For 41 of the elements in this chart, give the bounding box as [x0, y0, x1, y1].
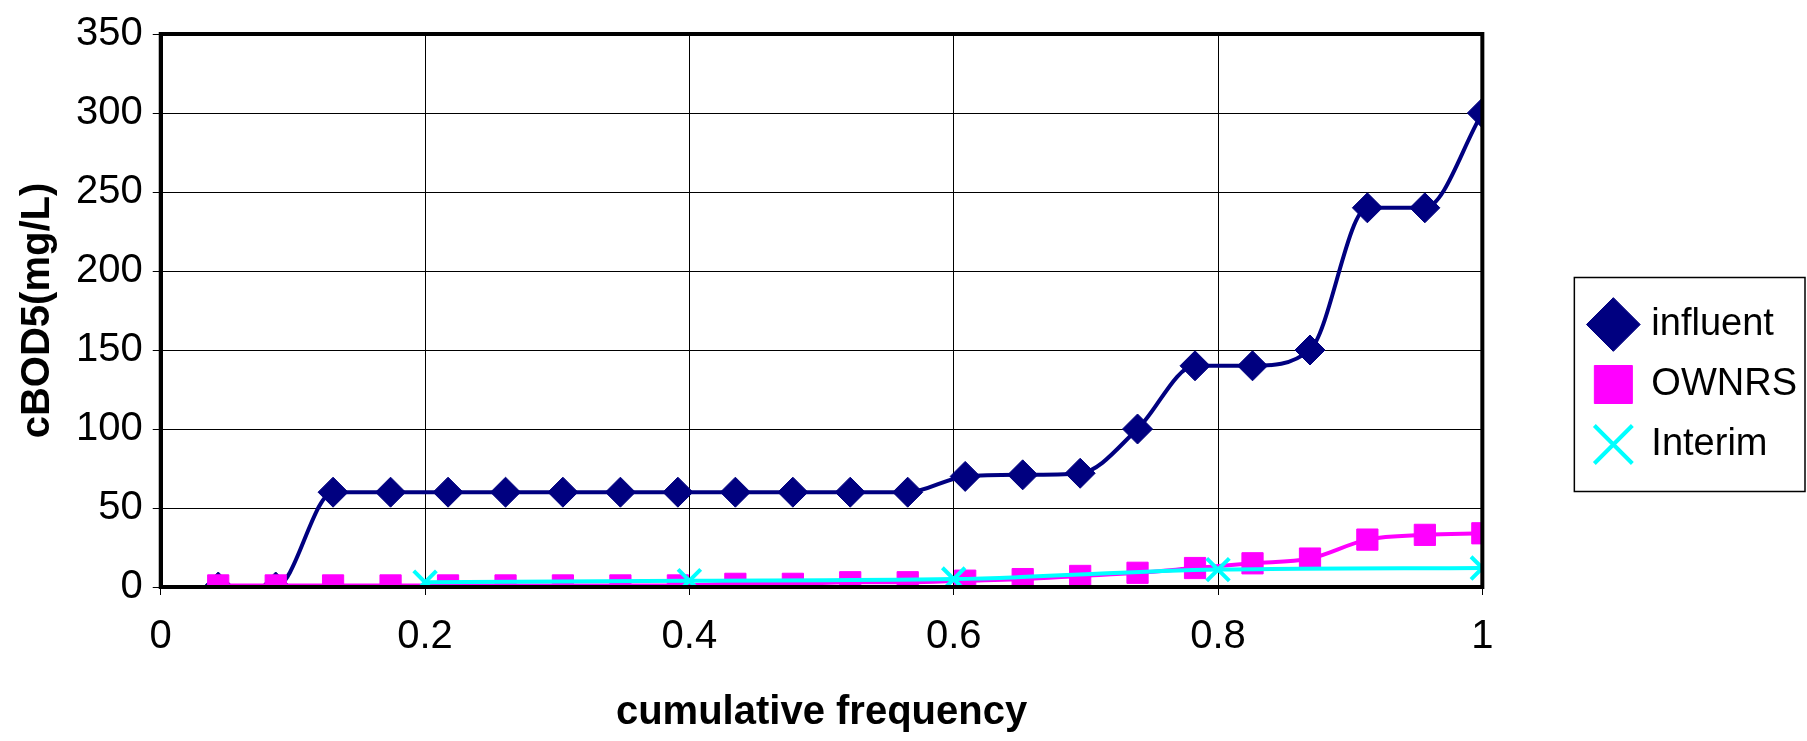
point: [719, 476, 751, 508]
y-axis-title: cBOD5(mg/L): [13, 182, 58, 439]
point: [317, 476, 349, 508]
x-tick-label: 1: [1471, 612, 1494, 657]
point: [662, 476, 694, 508]
y-tick-label: 350: [75, 9, 143, 54]
y-tick-label: 300: [75, 88, 143, 133]
x-tick-label: 0.4: [661, 612, 718, 657]
point: [375, 476, 407, 508]
point: [432, 476, 464, 508]
point: [490, 476, 522, 508]
legend-label: influent: [1651, 300, 1775, 343]
x-tick-label: 0: [149, 612, 172, 657]
point: [777, 476, 809, 508]
point: [949, 460, 981, 492]
point: [547, 476, 579, 508]
x-tick-label: 0.6: [925, 612, 982, 657]
point: [1294, 334, 1326, 366]
point: [1064, 457, 1096, 489]
point: [1409, 192, 1441, 224]
y-tick-label: 100: [75, 404, 143, 449]
y-tick-label: 0: [120, 562, 143, 607]
x-tick-label: 0.2: [397, 612, 453, 657]
point: [1413, 523, 1436, 546]
point: [1179, 350, 1211, 382]
legend-label: Interim: [1651, 420, 1768, 463]
point: [1007, 459, 1039, 491]
y-tick-label: 250: [75, 167, 143, 212]
point: [892, 476, 924, 508]
x-axis-title: cumulative frequency: [615, 688, 1028, 733]
x-tick-label: 0.8: [1190, 612, 1246, 657]
point: [1122, 413, 1154, 445]
point: [1356, 528, 1379, 551]
point: [834, 476, 866, 508]
point: [1237, 350, 1269, 382]
y-tick-label: 150: [75, 325, 143, 370]
point: [604, 476, 636, 508]
y-tick-label: 200: [75, 246, 143, 291]
y-tick-label: 50: [98, 483, 143, 528]
point: [1351, 192, 1383, 224]
legend-label: OWNRS: [1651, 360, 1797, 403]
